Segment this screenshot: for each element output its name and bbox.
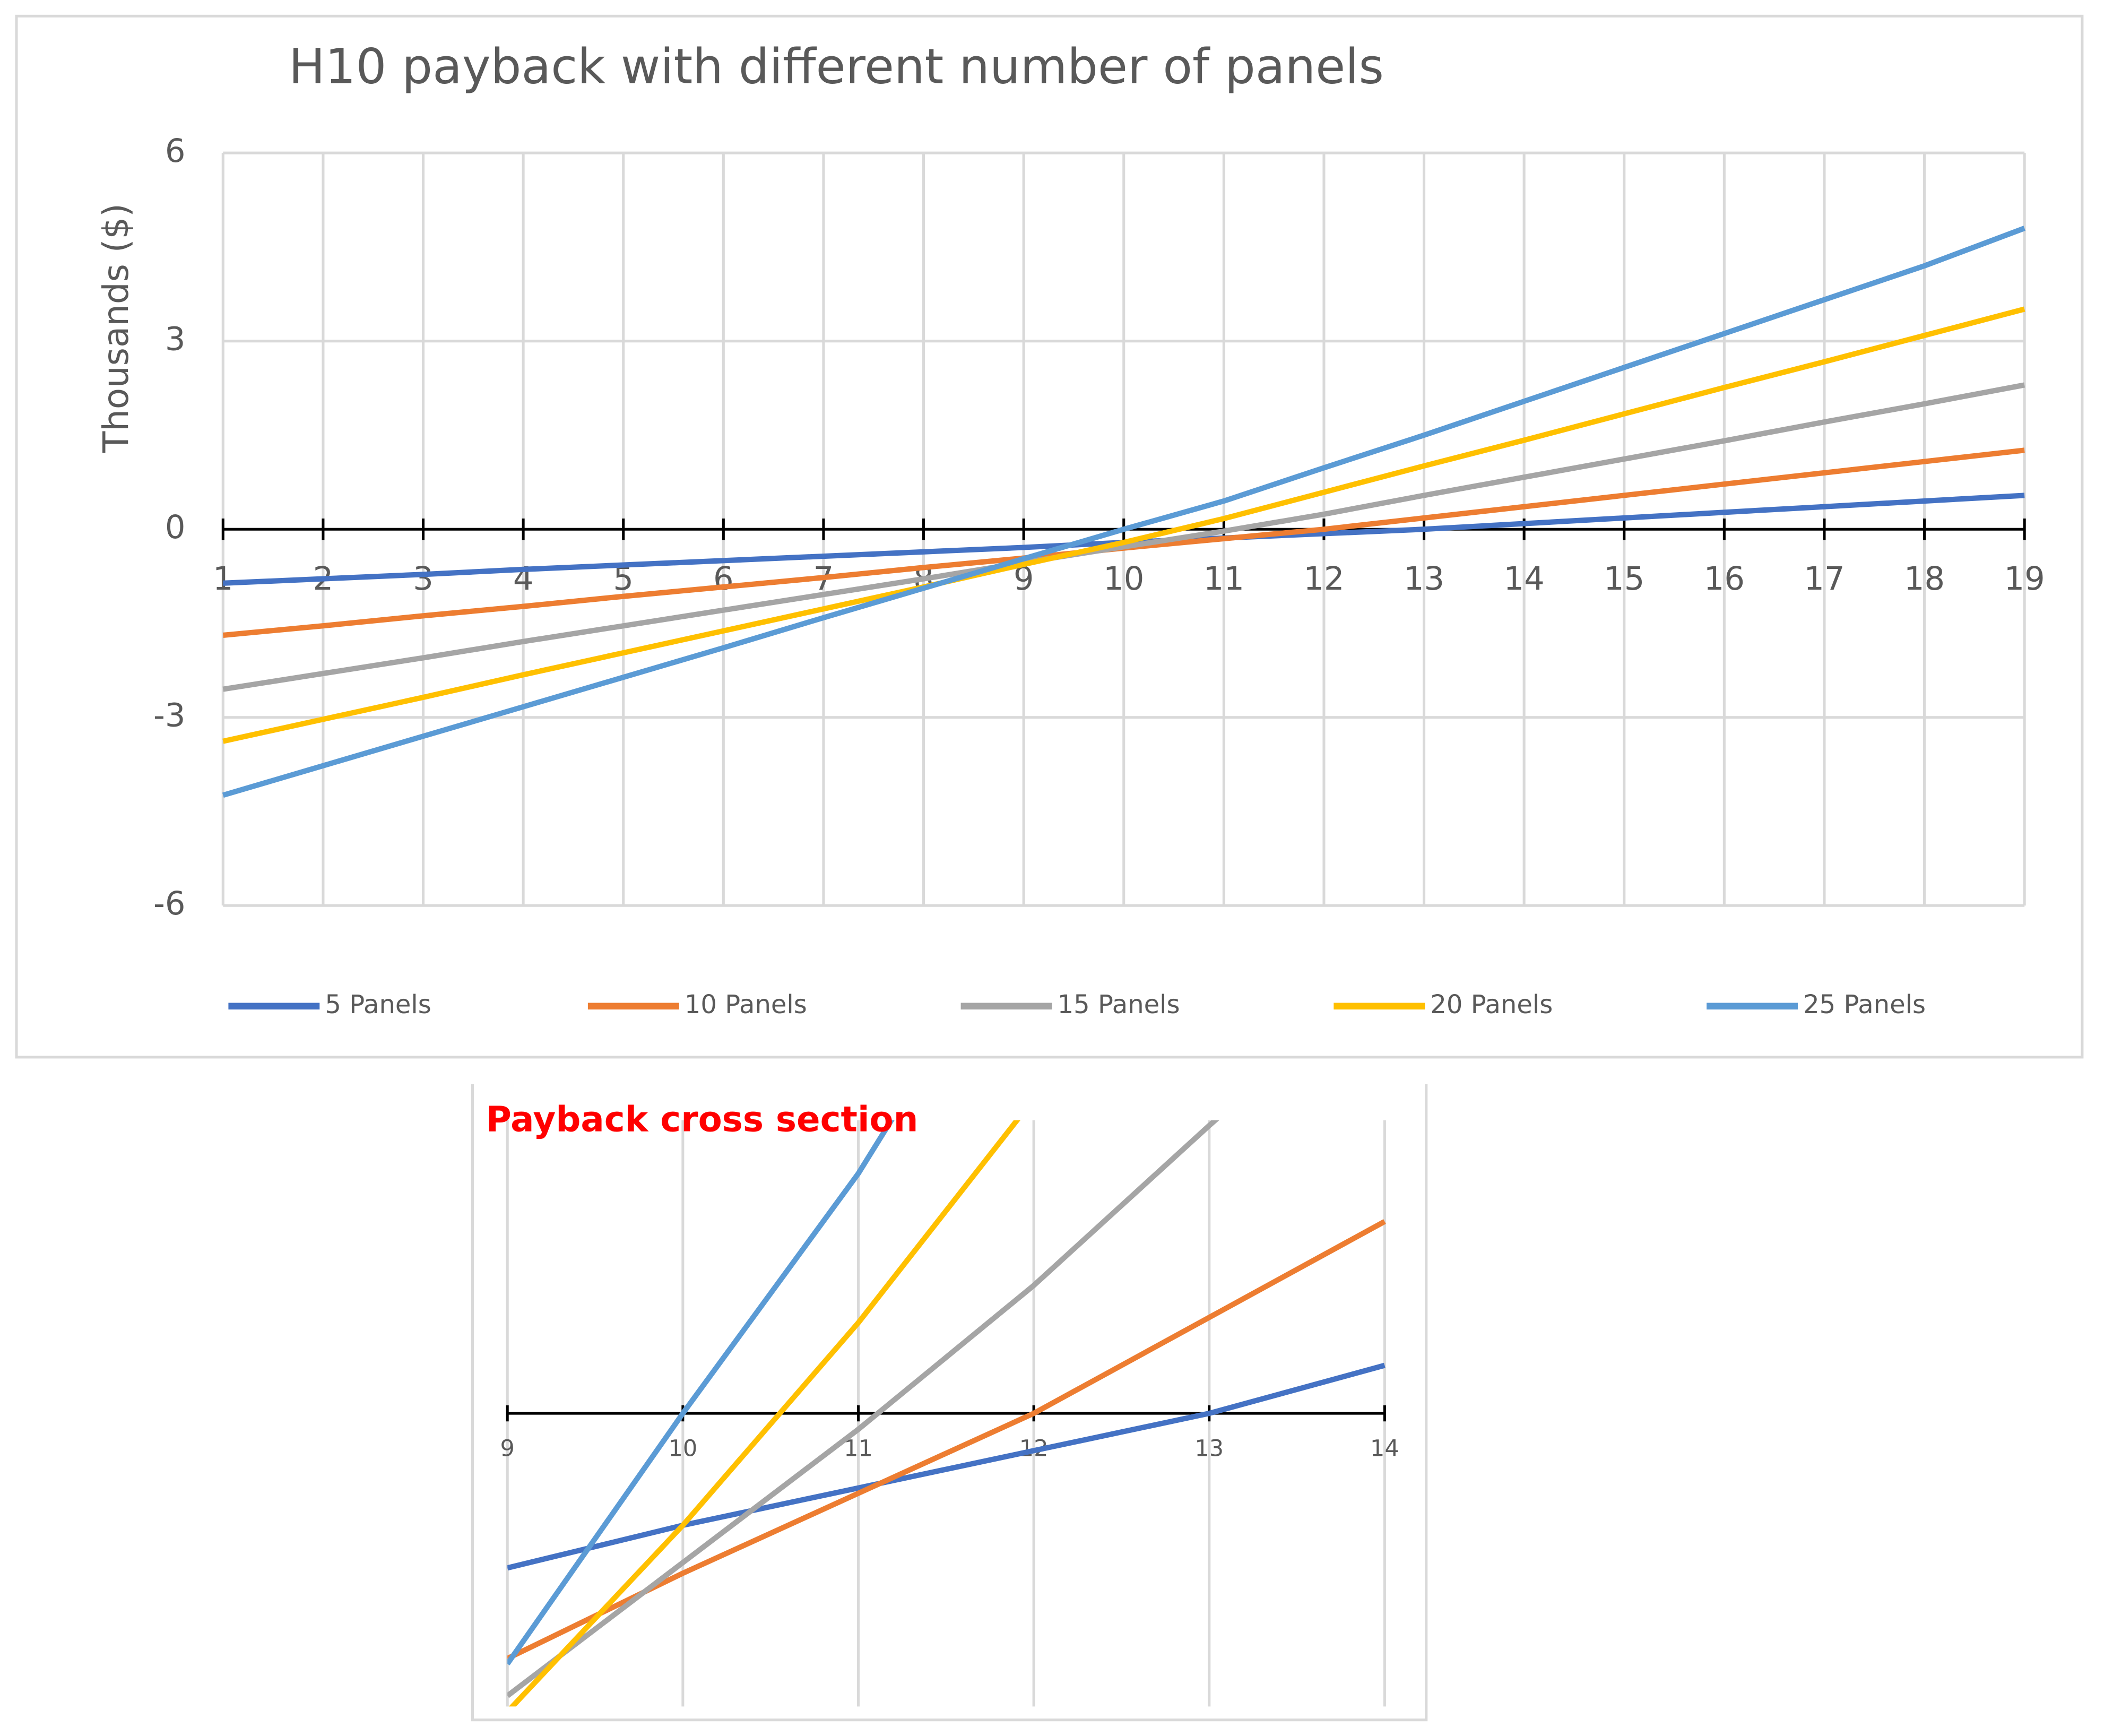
x-tick-label: 9 bbox=[500, 1435, 515, 1462]
x-tick-label: 13 bbox=[1404, 560, 1444, 598]
x-tick-label: 18 bbox=[1904, 560, 1945, 598]
legend-label: 5 Panels bbox=[325, 990, 431, 1020]
y-tick-label: -6 bbox=[153, 885, 185, 922]
x-tick-label: 19 bbox=[2004, 560, 2045, 598]
x-tick-label: 14 bbox=[1504, 560, 1545, 598]
legend-label: 20 Panels bbox=[1430, 990, 1553, 1020]
x-tick-label: 10 bbox=[668, 1435, 697, 1462]
y-tick-label: -3 bbox=[153, 697, 185, 734]
series-line bbox=[222, 306, 2025, 744]
x-tick-label: 3 bbox=[413, 560, 434, 598]
series-line bbox=[507, 1120, 1219, 1698]
legend-label: 25 Panels bbox=[1803, 990, 1926, 1020]
x-tick-label: 16 bbox=[1704, 560, 1745, 598]
series-line bbox=[508, 1120, 1021, 1707]
plot-lines bbox=[222, 226, 2025, 798]
x-tick-label: 10 bbox=[1103, 560, 1144, 598]
y-tick-label: 0 bbox=[165, 509, 186, 546]
series-line bbox=[507, 1120, 895, 1665]
legend-label: 15 Panels bbox=[1058, 990, 1180, 1020]
chart-frame bbox=[471, 1084, 1428, 1722]
plot-lines bbox=[507, 1120, 1386, 1707]
y-axis-label: Thousands ($) bbox=[96, 203, 136, 453]
series-line bbox=[222, 382, 2025, 692]
x-tick-label: 17 bbox=[1804, 560, 1845, 598]
x-tick-label: 1 bbox=[213, 560, 233, 598]
y-tick-label: 3 bbox=[165, 321, 186, 358]
x-tick-label: 12 bbox=[1303, 560, 1344, 598]
chart-title: H10 payback with different number of pan… bbox=[289, 39, 1384, 94]
x-tick-label: 14 bbox=[1370, 1435, 1399, 1462]
series-line bbox=[507, 1362, 1386, 1571]
y-tick-label: 6 bbox=[165, 133, 186, 170]
x-tick-label: 4 bbox=[513, 560, 534, 598]
x-tick-label: 11 bbox=[1203, 560, 1244, 598]
x-tick-label: 15 bbox=[1604, 560, 1644, 598]
legend-label: 10 Panels bbox=[685, 990, 807, 1020]
chart-title: Payback cross section bbox=[486, 1099, 919, 1139]
chart-frame bbox=[15, 14, 2084, 1059]
series-line bbox=[222, 226, 2025, 798]
x-tick-label: 13 bbox=[1194, 1435, 1224, 1462]
x-tick-label: 6 bbox=[713, 560, 734, 598]
